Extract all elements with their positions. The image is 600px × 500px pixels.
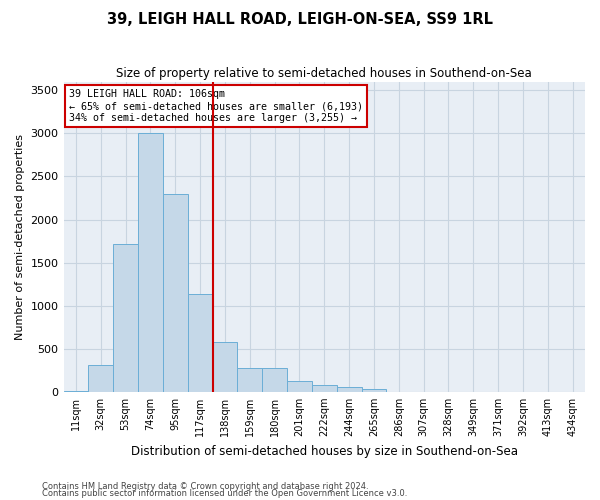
- Bar: [88, 365, 113, 392]
- X-axis label: Distribution of semi-detached houses by size in Southend-on-Sea: Distribution of semi-detached houses by …: [131, 444, 518, 458]
- Bar: [238, 368, 262, 392]
- Bar: [337, 387, 362, 392]
- Bar: [287, 381, 312, 392]
- Y-axis label: Number of semi-detached properties: Number of semi-detached properties: [15, 134, 25, 340]
- Bar: [212, 342, 238, 392]
- Bar: [262, 368, 287, 392]
- Text: 39 LEIGH HALL ROAD: 106sqm
← 65% of semi-detached houses are smaller (6,193)
34%: 39 LEIGH HALL ROAD: 106sqm ← 65% of semi…: [69, 90, 363, 122]
- Bar: [188, 294, 212, 392]
- Bar: [312, 386, 337, 392]
- Bar: [362, 389, 386, 392]
- Bar: [163, 194, 188, 392]
- Text: 39, LEIGH HALL ROAD, LEIGH-ON-SEA, SS9 1RL: 39, LEIGH HALL ROAD, LEIGH-ON-SEA, SS9 1…: [107, 12, 493, 28]
- Text: Contains HM Land Registry data © Crown copyright and database right 2024.: Contains HM Land Registry data © Crown c…: [42, 482, 368, 491]
- Text: Contains public sector information licensed under the Open Government Licence v3: Contains public sector information licen…: [42, 489, 407, 498]
- Bar: [113, 244, 138, 392]
- Title: Size of property relative to semi-detached houses in Southend-on-Sea: Size of property relative to semi-detach…: [116, 68, 532, 80]
- Bar: [138, 134, 163, 392]
